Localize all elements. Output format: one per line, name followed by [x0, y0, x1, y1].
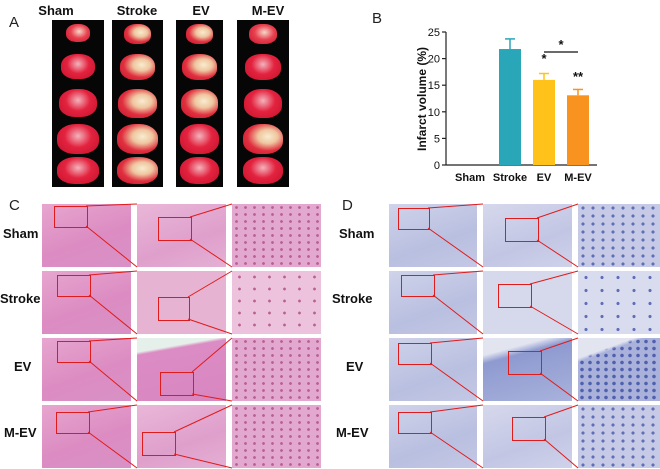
nissl-magnified-ev — [483, 338, 572, 401]
nissl-zoom-ev — [578, 338, 660, 401]
brain-slice — [245, 54, 281, 80]
nissl-row-label-stroke: Stroke — [332, 291, 373, 306]
nissl-roi-box-stroke-1 — [401, 275, 435, 297]
brain-slice — [186, 24, 213, 44]
he-roi-box-ev-1 — [57, 341, 91, 363]
panel-label-c: C — [9, 197, 20, 214]
ttc-group-label-stroke: Stroke — [116, 3, 158, 18]
he-magnified-sham — [137, 204, 226, 267]
ttc-group-label-sham: Sham — [38, 3, 74, 18]
brain-slice — [243, 157, 283, 184]
nissl-roi-box-stroke-2 — [498, 284, 532, 308]
y-tick-label: 20 — [428, 54, 440, 66]
brain-slice — [180, 124, 219, 154]
nissl-magnified-mev — [483, 405, 572, 468]
brain-slice — [249, 24, 277, 44]
y-tick-label: 10 — [428, 107, 440, 119]
nissl-roi-box-ev-2 — [508, 351, 542, 375]
he-row-label-ev: EV — [14, 359, 32, 374]
he-row-label-mev: M-EV — [4, 425, 37, 440]
nissl-zoom-mev — [578, 405, 660, 468]
nissl-roi-box-sham-2 — [505, 218, 539, 242]
he-roi-box-sham-2 — [158, 217, 192, 241]
he-roi-box-mev-2 — [142, 432, 176, 456]
nissl-magnified-stroke — [483, 271, 572, 334]
he-magnified-mev — [137, 405, 226, 468]
he-magnified-stroke — [137, 271, 226, 334]
he-row-label-stroke: Stroke — [0, 291, 41, 306]
he-zoom-mev — [232, 405, 321, 468]
panel-label-d: D — [342, 197, 353, 214]
brain-slice — [61, 54, 95, 79]
brain-slice — [244, 89, 282, 118]
brain-slice — [118, 89, 157, 118]
y-tick-label: 15 — [428, 80, 440, 92]
brain-slice — [243, 124, 283, 154]
he-zoom-stroke — [232, 271, 321, 334]
he-roi-box-mev-1 — [56, 412, 90, 434]
ttc-group-label-ev: EV — [192, 3, 210, 18]
brain-slice — [180, 157, 219, 184]
x-category-label: Stroke — [493, 172, 527, 184]
infarct-volume-chart: Infarct volume (%) 0 5 10 15 20 25 Sham Stroke… — [415, 27, 597, 184]
brain-slice — [117, 124, 158, 154]
nissl-overview-mev — [389, 405, 477, 468]
nissl-overview-sham — [389, 204, 477, 267]
he-overview-ev — [42, 338, 131, 401]
brain-slice — [181, 89, 218, 118]
bar-stroke — [499, 49, 521, 165]
nissl-roi-box-mev-2 — [512, 417, 546, 441]
brain-slice — [66, 24, 90, 42]
x-category-label: M-EV — [564, 172, 592, 184]
nissl-row-label-mev: M-EV — [336, 425, 369, 440]
panel-label-b: B — [372, 10, 383, 27]
brain-slice — [117, 157, 158, 184]
ttc-group-label-mev: M-EV — [251, 3, 285, 18]
nissl-roi-box-mev-1 — [398, 412, 432, 434]
panel-label-a: A — [9, 14, 20, 31]
y-tick-label: 25 — [428, 27, 440, 39]
brain-slice — [120, 54, 155, 80]
he-roi-box-stroke-1 — [57, 275, 91, 297]
bar-ev — [533, 79, 555, 165]
y-tick-label: 0 — [434, 160, 440, 172]
he-row-label-sham: Sham — [3, 226, 39, 241]
bar-m-ev — [567, 95, 589, 165]
brain-slice — [124, 24, 151, 44]
y-axis-title: Infarct volume (%) — [415, 47, 429, 151]
nissl-zoom-stroke — [578, 271, 660, 334]
he-roi-box-sham-1 — [54, 206, 88, 228]
nissl-row-label-ev: EV — [346, 359, 364, 374]
he-zoom-sham — [232, 204, 321, 267]
ttc-strip-stroke — [112, 20, 163, 187]
annotation-ev: * — [541, 51, 547, 66]
nissl-magnified-sham — [483, 204, 572, 267]
brain-slice — [182, 54, 217, 80]
brain-slice — [59, 89, 97, 117]
nissl-overview-ev — [389, 338, 477, 401]
y-tick-label: 5 — [434, 133, 440, 145]
he-zoom-ev — [232, 338, 321, 401]
he-roi-box-ev-2 — [160, 372, 194, 396]
nissl-roi-box-ev-1 — [398, 343, 432, 365]
nissl-row-label-sham: Sham — [339, 226, 375, 241]
ttc-strip-mev — [237, 20, 289, 187]
he-overview-stroke — [42, 271, 131, 334]
ttc-strip-ev — [176, 20, 223, 187]
ttc-strip-sham — [52, 20, 104, 187]
he-magnified-ev — [137, 338, 226, 401]
annotation-mev: ** — [573, 69, 584, 84]
annotation-bracket: * — [558, 37, 564, 52]
brain-slice — [57, 124, 99, 154]
x-category-label: Sham — [455, 172, 485, 184]
he-overview-sham — [42, 204, 131, 267]
he-roi-box-stroke-2 — [158, 297, 190, 321]
x-category-label: EV — [537, 172, 552, 184]
brain-slice — [57, 157, 99, 184]
nissl-roi-box-sham-1 — [398, 208, 430, 230]
nissl-zoom-sham — [578, 204, 660, 267]
nissl-overview-stroke — [389, 271, 477, 334]
